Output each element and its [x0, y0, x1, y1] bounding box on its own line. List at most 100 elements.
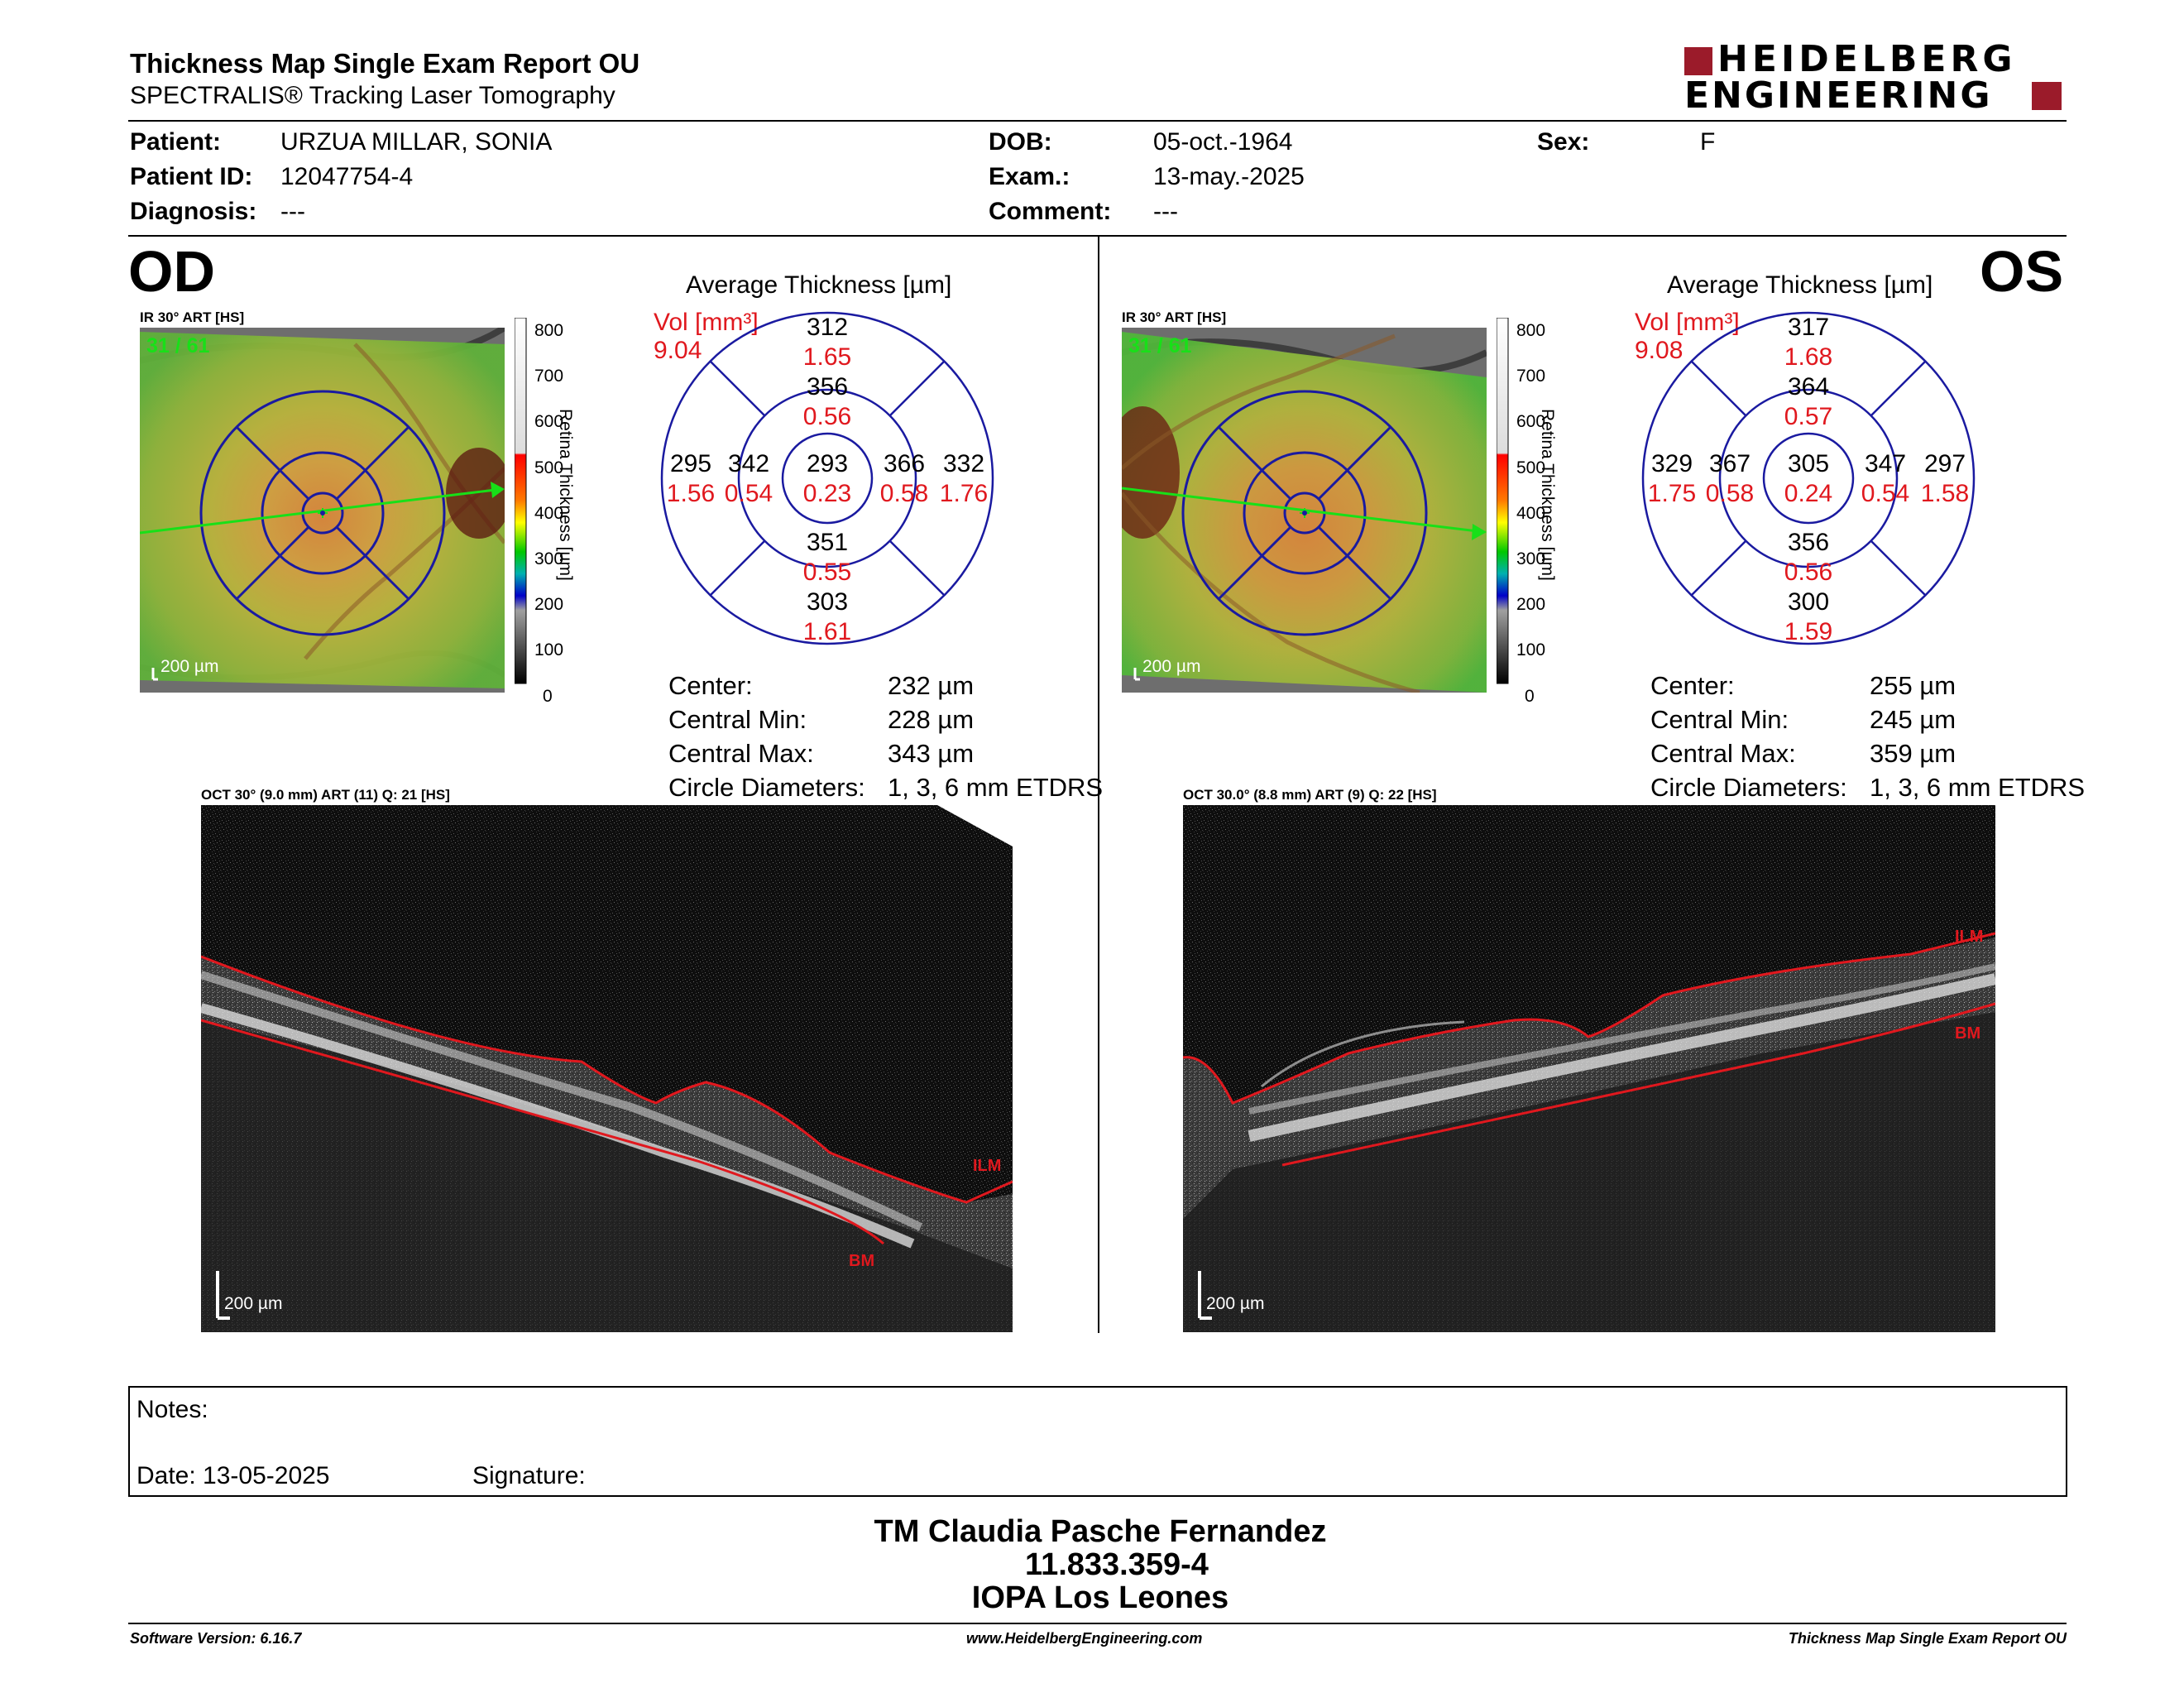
od-inner-superior: 356 0.56	[802, 373, 852, 430]
os-oct-scalebar: 200 µm	[1206, 1294, 1265, 1313]
report-title: Thickness Map Single Exam Report OU	[130, 48, 640, 79]
cs-tick: 700	[534, 367, 564, 386]
logo-square-icon	[1684, 47, 1712, 75]
os-inner-inferior: 356 0.56	[1784, 529, 1833, 586]
cs-tick: 0	[1525, 686, 1535, 706]
os-colorscale-axis: Retina Thickness [µm]	[1538, 409, 1557, 581]
os-oct-label: OCT 30.0° (8.8 mm) ART (9) Q: 22 [HS]	[1183, 787, 1437, 803]
cs-tick: 400	[534, 503, 564, 523]
cs-tick: 800	[534, 321, 564, 340]
od-chart-title: Average Thickness [µm]	[686, 271, 952, 299]
od-outer-left: 295 1.56	[666, 450, 716, 507]
od-ilm-label: ILM	[973, 1157, 1002, 1175]
od-inner-left: 342 0.54	[724, 450, 774, 507]
os-vol-value: 9.08	[1635, 337, 1684, 364]
od-fundus-svg	[140, 328, 505, 693]
patient-label: Patient:	[130, 128, 222, 156]
od-diam-value: 1, 3, 6 mm ETDRS	[888, 773, 1104, 802]
od-etdrs-grid	[659, 310, 995, 646]
dob-label: DOB:	[989, 128, 1052, 156]
signoff-name: TM Claudia Pasche Fernandez	[874, 1514, 1327, 1549]
diagnosis-label: Diagnosis:	[130, 198, 257, 225]
os-outer-superior: 317 1.68	[1784, 314, 1833, 371]
od-oct-bscan[interactable]: 200 µm ILM BM	[201, 805, 1013, 1332]
od-outer-inferior: 303 1.61	[802, 588, 852, 645]
dob-value: 05-oct.-1964	[1153, 128, 1293, 156]
os-fundus-scalebar: 200 µm	[1142, 657, 1201, 676]
cs-tick: 200	[534, 595, 564, 615]
od-bm-label: BM	[849, 1252, 875, 1270]
os-max-value: 359 µm	[1870, 739, 1956, 768]
cs-tick: 0	[543, 686, 553, 706]
logo-word-1: HEIDELBERG	[1717, 38, 2017, 80]
cs-tick: 300	[534, 549, 564, 569]
os-diam-label: Circle Diameters:	[1650, 773, 1847, 802]
notes-box[interactable]: Notes: Date: 13-05-2025 Signature:	[128, 1386, 2067, 1497]
os-inner-left: 367 0.58	[1705, 450, 1755, 507]
patient-id-label: Patient ID:	[130, 163, 253, 190]
os-max-label: Central Max:	[1650, 739, 1796, 768]
cs-tick: 600	[534, 412, 564, 432]
os-colorscale	[1496, 317, 1543, 690]
od-vol-value: 9.04	[654, 337, 702, 364]
cs-tick: 800	[1516, 321, 1546, 340]
signoff-id: 11.833.359-4	[1025, 1547, 1209, 1582]
od-fundus-scalebar: 200 µm	[160, 657, 219, 676]
cs-tick: 500	[1516, 458, 1546, 477]
signoff-institution: IOPA Los Leones	[971, 1580, 1229, 1615]
od-oct-scalebar: 200 µm	[224, 1294, 283, 1313]
os-oct-svg	[1183, 805, 1995, 1332]
cs-tick: 400	[1516, 503, 1546, 523]
od-stats-values: 232 µm 228 µm 343 µm 1, 3, 6 mm ETDRS	[888, 669, 1103, 804]
cs-tick: 300	[1516, 549, 1546, 569]
os-colorbar-svg	[1496, 317, 1509, 684]
cs-tick: 200	[1516, 595, 1546, 615]
od-ir-label: IR 30° ART [HS]	[140, 309, 245, 325]
od-min-label: Central Min:	[668, 705, 807, 734]
cs-tick: 100	[534, 640, 564, 660]
exam-label: Exam.:	[989, 163, 1070, 190]
od-colorscale-ticks: 800 700 600 500 400 300 200 100 0	[534, 308, 563, 719]
os-etdrs-svg	[1641, 311, 1976, 645]
cs-tick: 700	[1516, 367, 1546, 386]
os-min-label: Central Min:	[1650, 705, 1789, 734]
header-rule	[128, 120, 2067, 122]
cs-tick: 500	[534, 458, 564, 477]
os-ir-label: IR 30° ART [HS]	[1122, 309, 1227, 325]
od-outer-superior: 312 1.65	[802, 314, 852, 371]
od-fundus-thickness-map[interactable]: 31 / 61 200 µm	[140, 328, 505, 693]
footer-software-version: Software Version: 6.16.7	[130, 1630, 302, 1647]
os-outer-inferior: 300 1.59	[1784, 588, 1833, 645]
os-oct-bscan[interactable]: 200 µm ILM BM	[1183, 805, 1995, 1332]
footer-website-link[interactable]: www.HeidelbergEngineering.com	[966, 1630, 1203, 1647]
report-subtitle: SPECTRALIS® Tracking Laser Tomography	[130, 82, 615, 109]
diagnosis-value: ---	[280, 198, 305, 225]
od-center-value: 232 µm	[888, 671, 975, 700]
notes-label: Notes:	[136, 1396, 208, 1423]
od-inner-inferior: 351 0.55	[802, 529, 852, 586]
od-diam-label: Circle Diameters:	[668, 773, 865, 802]
od-oct-svg	[201, 805, 1013, 1332]
os-inner-superior: 364 0.57	[1784, 373, 1833, 430]
patient-rule	[128, 235, 2067, 237]
od-max-label: Central Max:	[668, 739, 814, 768]
eye-divider	[1098, 237, 1099, 1333]
od-colorbar-svg	[514, 317, 527, 684]
os-stats-labels: Center: Central Min: Central Max: Circle…	[1650, 669, 1847, 804]
os-fundus-thickness-map[interactable]: 31 / 61 200 µm	[1122, 328, 1487, 693]
eye-label-od: OD	[128, 239, 215, 304]
footer-rule	[128, 1623, 2067, 1624]
od-vol-label: Vol [mm³]	[654, 309, 759, 336]
os-chart-title: Average Thickness [µm]	[1667, 271, 1933, 299]
os-ilm-label: ILM	[1955, 928, 1984, 946]
cs-tick: 600	[1516, 412, 1546, 432]
od-center-label: Center:	[668, 671, 753, 700]
os-colorscale-ticks: 800 700 600 500 400 300 200 100 0	[1516, 308, 1545, 719]
exam-value: 13-may.-2025	[1153, 163, 1305, 190]
os-etdrs-grid	[1640, 310, 1976, 646]
os-inner-right: 347 0.54	[1861, 450, 1910, 507]
cs-tick: 100	[1516, 640, 1546, 660]
od-center: 293 0.23	[802, 450, 852, 507]
od-oct-label: OCT 30° (9.0 mm) ART (11) Q: 21 [HS]	[201, 787, 450, 803]
signature-label: Signature:	[472, 1462, 586, 1489]
